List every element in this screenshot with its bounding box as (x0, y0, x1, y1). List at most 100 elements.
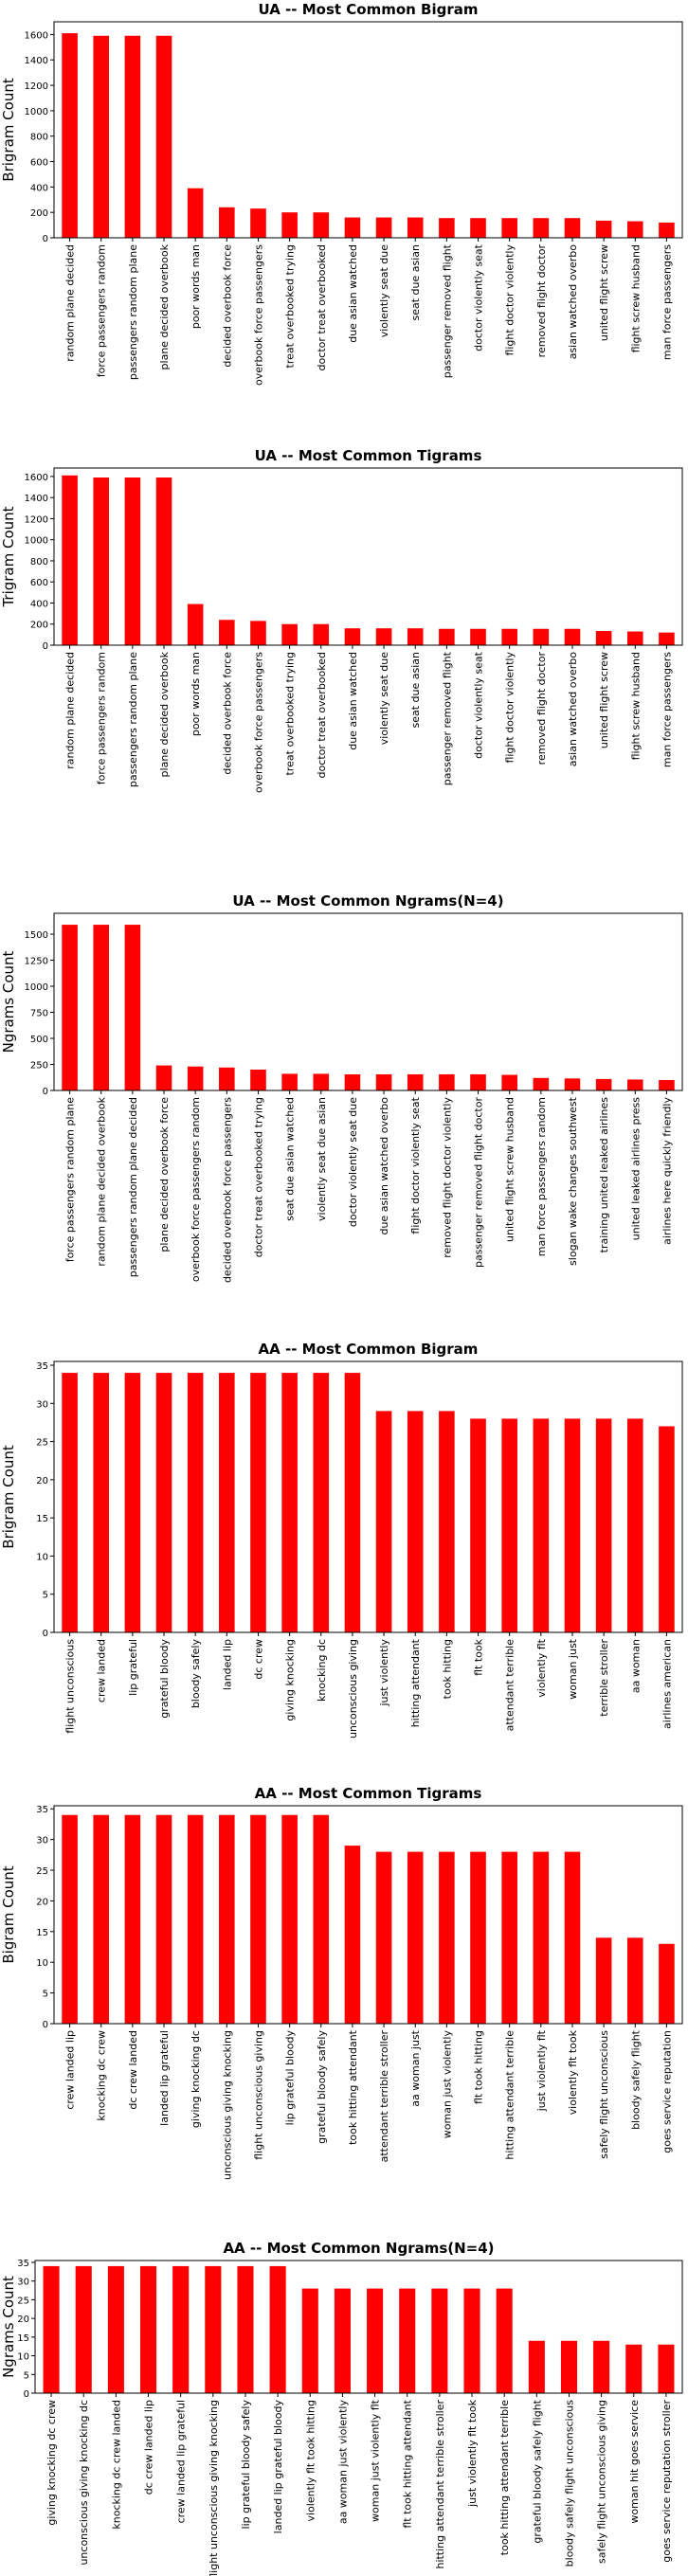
bar-16 (533, 1077, 550, 1090)
x-tick-label: lip grateful bloody safely (240, 2400, 252, 2530)
bar-7 (250, 1070, 266, 1090)
bar-9 (313, 623, 330, 645)
y-tick-label: 0 (43, 2020, 48, 2030)
bar-15 (501, 1074, 517, 1090)
x-tick-label: flight doctor violently (504, 244, 516, 356)
x-tick-label: woman just (567, 1638, 579, 1699)
bar-17 (564, 1078, 581, 1090)
x-tick-label: took hitting attendant terrible (498, 2400, 511, 2555)
bar-17 (564, 628, 581, 645)
bar-4 (155, 1373, 172, 1632)
bar-18 (595, 220, 612, 238)
bar-4 (155, 1065, 172, 1090)
bar-7 (237, 2265, 254, 2393)
bar-15 (501, 218, 517, 238)
bar-11 (375, 628, 392, 645)
bar-3 (124, 477, 141, 645)
chart-title: UA -- Most Common Bigram (258, 1, 478, 18)
bar-12 (407, 1411, 424, 1632)
x-tick-label: passengers random plane (127, 244, 139, 380)
bar-1 (62, 1814, 78, 2024)
y-tick-label: 750 (30, 1009, 48, 1019)
x-tick-label: plane decided overbook force (158, 1097, 171, 1252)
y-axis-label: Ngrams Count (0, 950, 17, 1053)
x-tick-label: flt took (473, 1638, 485, 1676)
y-tick-label: 0 (24, 2389, 29, 2400)
y-tick-label: 1600 (25, 30, 48, 41)
bar-5 (187, 1814, 204, 2024)
bar-7 (250, 621, 266, 645)
bar-5 (187, 603, 204, 645)
bar-12 (399, 2288, 416, 2393)
bar-20 (659, 632, 675, 645)
bar-1 (62, 33, 78, 238)
x-tick-label: giving knocking (284, 1639, 297, 1721)
y-tick-label: 400 (30, 599, 48, 609)
x-tick-label: woman just violently (441, 2030, 453, 2139)
bar-14 (463, 2288, 480, 2393)
y-tick-label: 25 (36, 1438, 48, 1449)
x-tick-label: seat due asian watched (284, 1097, 297, 1221)
bar-9 (313, 1073, 330, 1090)
x-tick-label: unconscious giving knocking (221, 2030, 233, 2180)
bar-16 (533, 1418, 550, 1632)
chart-5: AA -- Most Common Tigrams 0 5 10 15 20 25 30 35 B… (0, 1785, 683, 2180)
bar-16 (533, 1851, 550, 2024)
x-tick-label: attendant terrible (504, 1639, 516, 1732)
y-tick-label: 20 (36, 1897, 48, 1907)
y-tick-label: 30 (36, 1836, 48, 1846)
x-tick-label: grateful bloody safely (316, 2030, 328, 2144)
x-tick-label: hitting attendant (409, 1638, 422, 1727)
y-tick-label: 35 (17, 2259, 29, 2269)
x-tick-label: bloody safely flight (629, 2029, 642, 2130)
bar-4 (155, 1814, 172, 2024)
x-tick-label: poor words man (190, 244, 202, 329)
x-tick-label: flight doctor violently (504, 652, 516, 764)
x-tick-label: woman hit goes service (628, 2400, 641, 2524)
x-tick-label: violently seat due (378, 244, 390, 337)
bar-13 (439, 1851, 455, 2024)
bar-10 (344, 217, 361, 238)
x-tick-label: flight unconscious (64, 1639, 77, 1734)
bar-2 (93, 477, 110, 645)
y-axis-label: Bigram Count (0, 1865, 17, 1963)
x-tick-label: plane decided overbook (158, 651, 171, 777)
y-tick-label: 0 (43, 1087, 48, 1097)
bar-14 (470, 1418, 486, 1632)
y-tick-label: 10 (17, 2352, 29, 2363)
bar-14 (470, 1851, 486, 2024)
x-tick-label: dc crew landed lip (143, 2400, 155, 2495)
bar-13 (439, 1411, 455, 1632)
y-tick-label: 20 (17, 2315, 29, 2325)
bar-7 (250, 1373, 266, 1632)
bar-6 (219, 207, 235, 238)
y-tick-label: 35 (36, 1361, 48, 1372)
bar-20 (659, 222, 675, 238)
plot-frame (53, 467, 683, 646)
plot-frame (53, 1805, 683, 2025)
bar-1 (62, 1373, 78, 1632)
y-tick-label: 10 (36, 1552, 48, 1562)
x-tick-label: dc crew (252, 1639, 264, 1680)
x-tick-label: passenger removed flight (441, 651, 453, 785)
x-tick-label: crew landed lip grateful (175, 2400, 188, 2523)
bar-5 (172, 2265, 190, 2393)
bar-20 (659, 1943, 675, 2024)
x-tick-label: violently flt took hitting (304, 2400, 317, 2522)
chart-title: AA -- Most Common Ngrams(N=4) (223, 2240, 494, 2257)
bar-7 (250, 208, 266, 238)
bar-5 (187, 1373, 204, 1632)
plot-frame (53, 21, 683, 239)
bar-15 (501, 1418, 517, 1632)
bar-10 (344, 628, 361, 645)
x-tick-label: crew landed lip (64, 2030, 77, 2110)
bar-9 (313, 1814, 330, 2024)
x-tick-label: bloody safely (190, 1639, 202, 1709)
chart-title: AA -- Most Common Tigrams (255, 1785, 482, 1802)
bar-6 (219, 1814, 235, 2024)
x-tick-label: landed lip (221, 1639, 233, 1690)
x-tick-label: giving knocking dc crew (45, 2400, 58, 2526)
y-tick-label: 200 (30, 208, 48, 219)
x-tick-label: took hitting (441, 1639, 453, 1699)
x-tick-label: man force passengers random (535, 1097, 548, 1256)
